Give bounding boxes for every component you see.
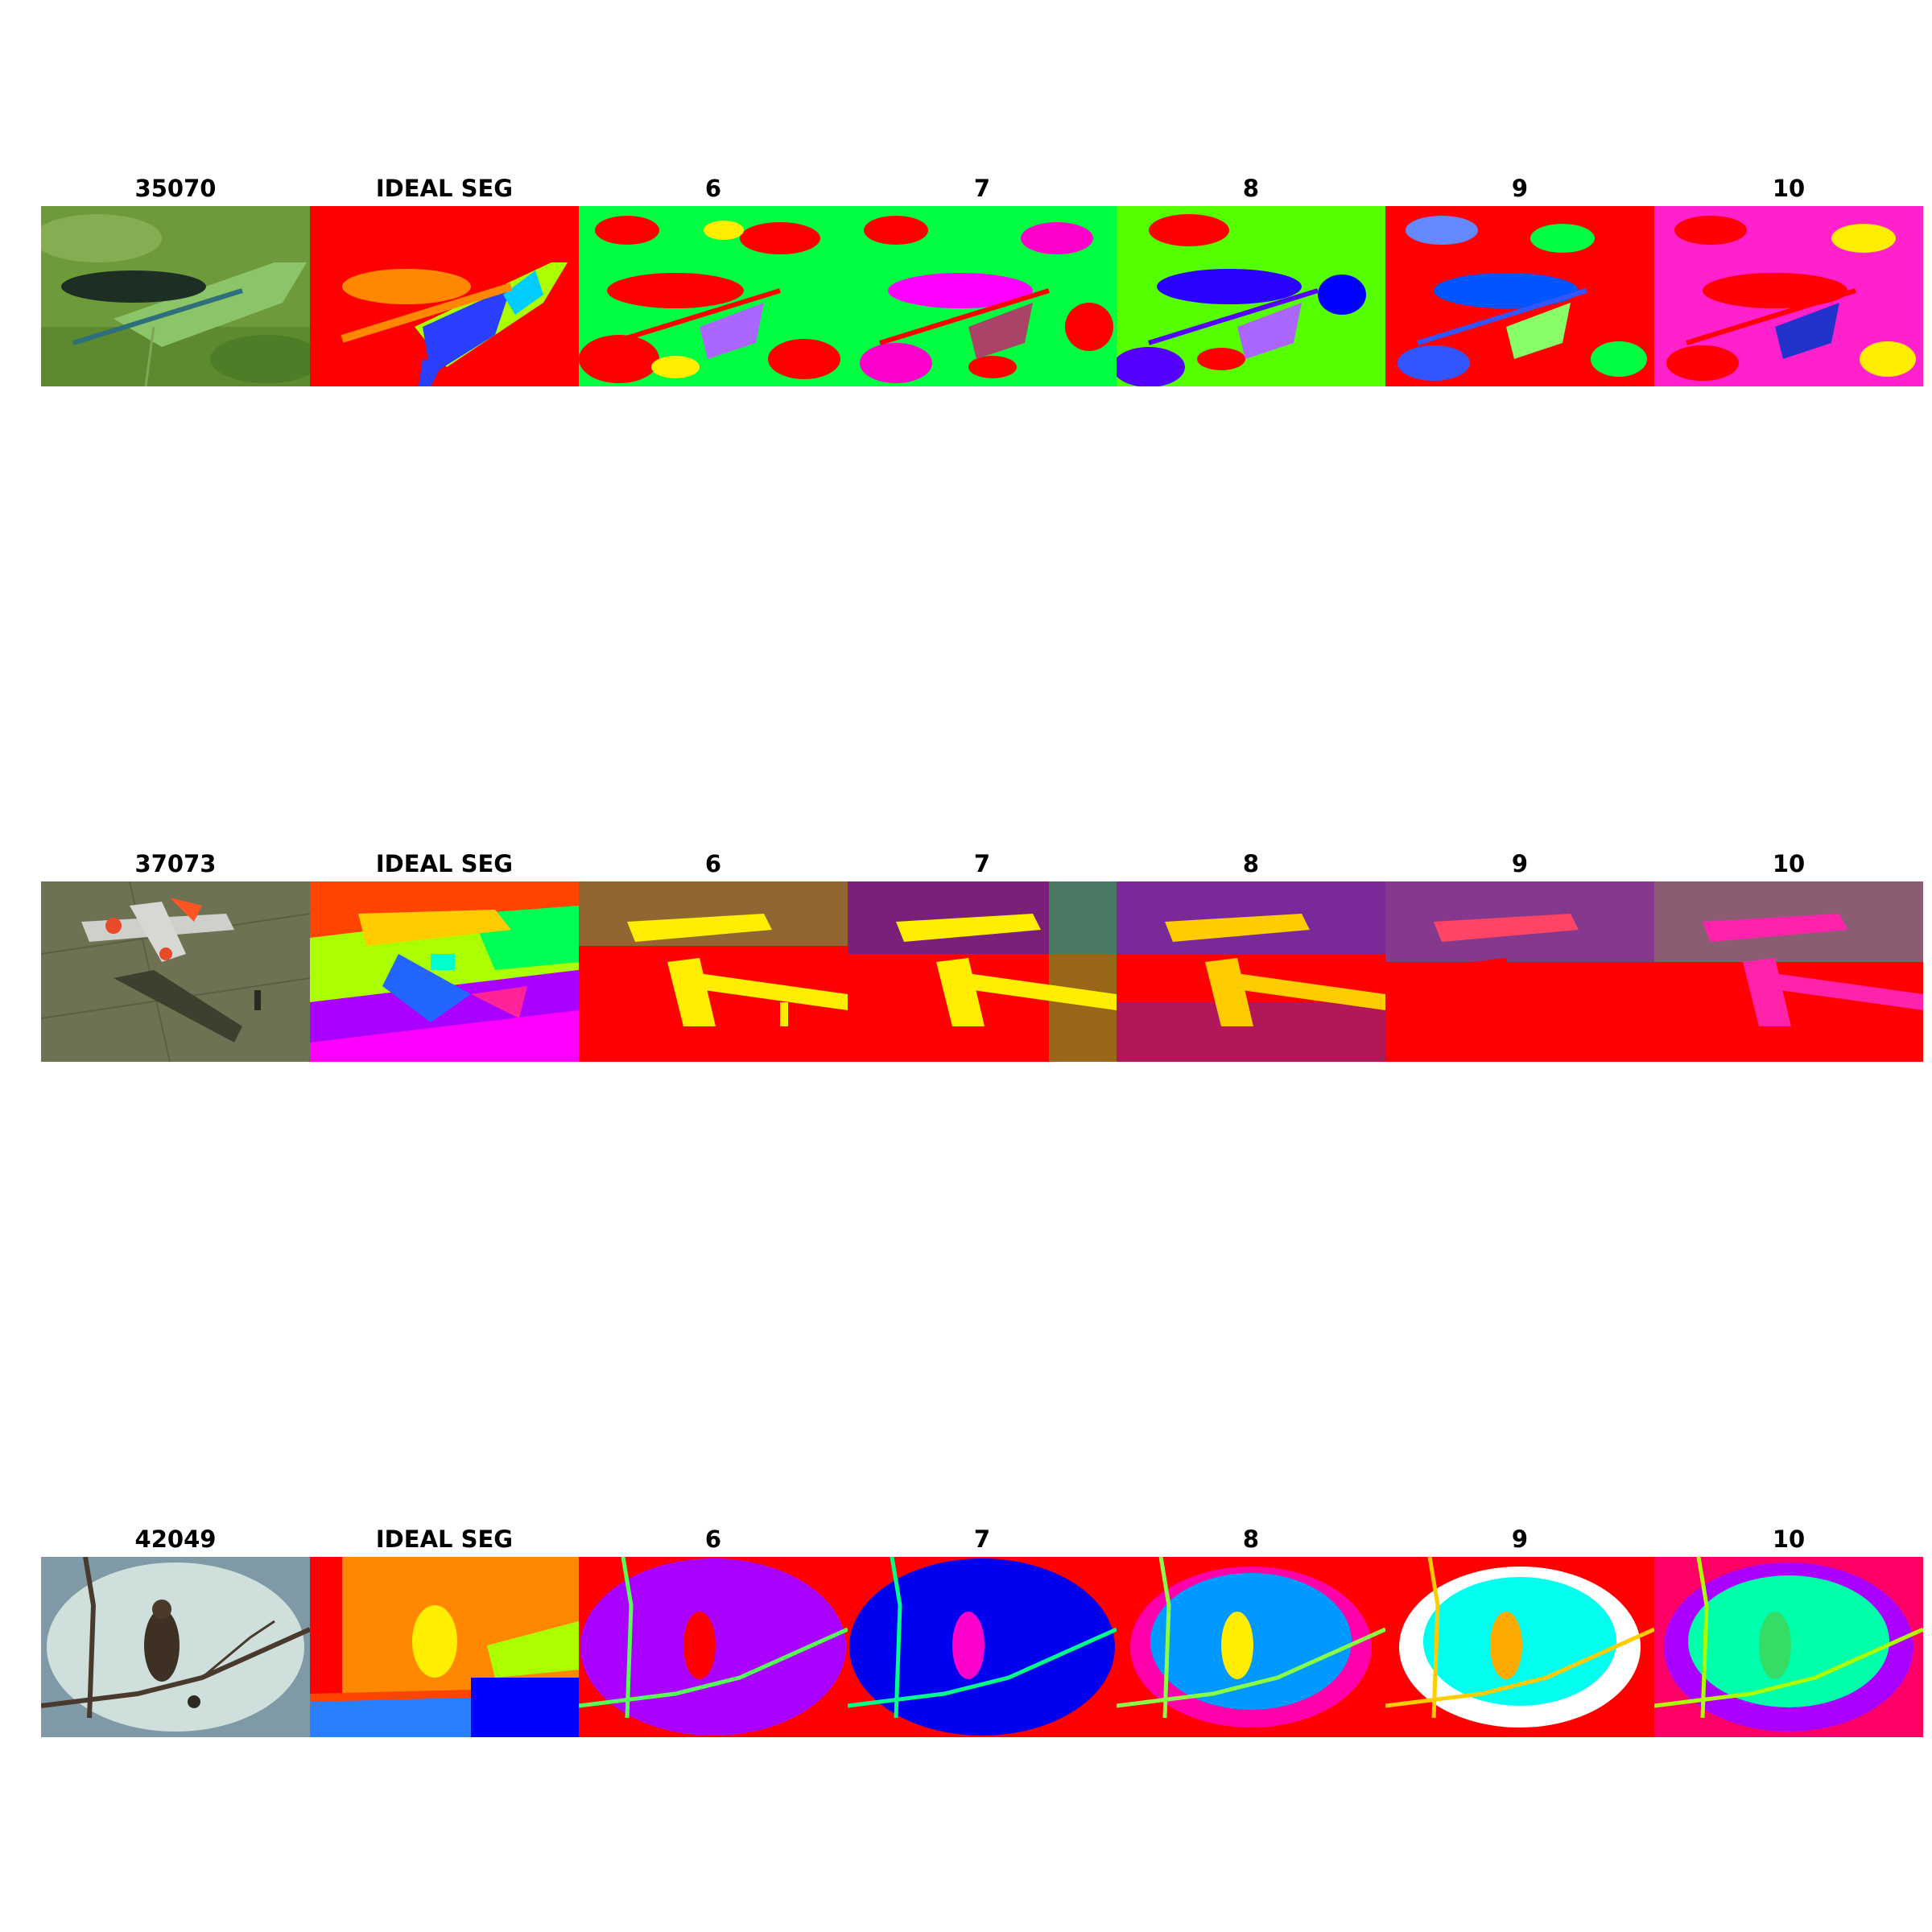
cluster-segmentation-8: [1117, 881, 1385, 1062]
panel-title: 8: [1242, 175, 1260, 202]
panel-title: 10: [1772, 850, 1806, 877]
panel-title: 9: [1511, 850, 1529, 877]
original-photo-airplane: [41, 881, 310, 1062]
ideal-segmentation-map: [310, 206, 579, 386]
panel-title: 37073: [134, 850, 217, 877]
cluster-segmentation-10: [1654, 1557, 1923, 1737]
ideal-segmentation-map: [310, 1557, 579, 1737]
panel-title: 42049: [134, 1525, 217, 1553]
panel-title: 7: [973, 1525, 991, 1553]
cluster-segmentation-7: [848, 206, 1117, 386]
panel-title: 6: [704, 1525, 722, 1553]
panel-title: 7: [973, 175, 991, 202]
ideal-segmentation-map: [310, 881, 579, 1062]
panel-title: 8: [1242, 1525, 1260, 1553]
figure-row-1: 35070 IDEAL SEG: [41, 174, 1932, 386]
panel-title: 8: [1242, 850, 1260, 877]
panel-title: 10: [1772, 1525, 1806, 1553]
cluster-segmentation-8: [1117, 206, 1385, 386]
cluster-segmentation-9: [1385, 206, 1654, 386]
panel-title: 6: [704, 850, 722, 877]
cluster-segmentation-6: [579, 1557, 848, 1737]
original-photo-bird: [41, 1557, 310, 1737]
cluster-segmentation-9: [1385, 881, 1654, 1062]
panel-title: IDEAL SEG: [375, 850, 514, 877]
cluster-segmentation-6: [579, 206, 848, 386]
original-photo-dragonfly: [41, 206, 310, 386]
panel-title: 9: [1511, 175, 1529, 202]
panel-title: 6: [704, 175, 722, 202]
figure-row-2: 37073 IDEAL SEG: [41, 849, 1932, 1062]
panel-title: 7: [973, 850, 991, 877]
panel-title: 35070: [134, 175, 217, 202]
cluster-segmentation-8: [1117, 1557, 1385, 1737]
cluster-segmentation-6: [579, 881, 848, 1062]
panel-title: 10: [1772, 175, 1806, 202]
panel-title: IDEAL SEG: [375, 175, 514, 202]
figure-row-3: 42049 IDEAL SEG: [41, 1525, 1932, 1737]
cluster-segmentation-7: [848, 881, 1117, 1062]
cluster-segmentation-10: [1654, 206, 1923, 386]
cluster-segmentation-7: [848, 1557, 1117, 1737]
cluster-segmentation-10: [1654, 881, 1923, 1062]
panel-title: 9: [1511, 1525, 1529, 1553]
cluster-segmentation-9: [1385, 1557, 1654, 1737]
panel-title: IDEAL SEG: [375, 1525, 514, 1553]
